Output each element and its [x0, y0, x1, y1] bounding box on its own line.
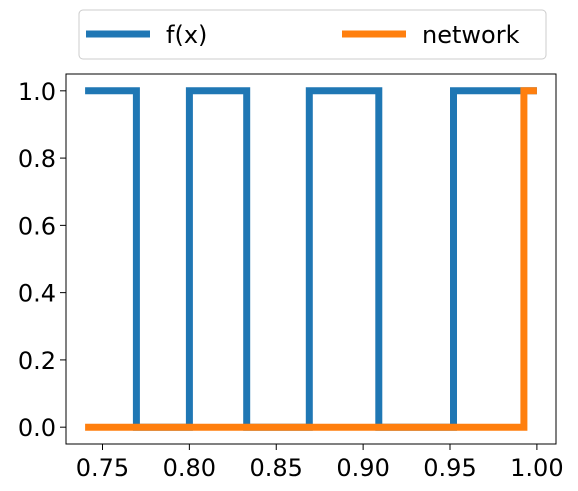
- x-tick-label: 0.75: [76, 454, 129, 482]
- series-line-0: [85, 91, 537, 427]
- plot-area: [66, 74, 556, 444]
- y-tick-label: 0.8: [18, 145, 56, 173]
- series-layer: [85, 91, 537, 427]
- x-tick-label: 1.00: [510, 454, 563, 482]
- y-tick-label: 0.4: [18, 280, 56, 308]
- y-tick-label: 0.6: [18, 212, 56, 240]
- y-tick-label: 0.0: [18, 414, 56, 442]
- legend: f(x) network: [79, 10, 546, 59]
- y-tick-label: 0.2: [18, 347, 56, 375]
- y-tick-label: 1.0: [18, 78, 56, 106]
- legend-label-1: network: [422, 21, 520, 49]
- x-tick-label: 0.95: [423, 454, 476, 482]
- x-axis: 0.75 0.80 0.85 0.90 0.95 1.00: [76, 444, 564, 482]
- y-axis: 0.0 0.2 0.4 0.6 0.8 1.0: [18, 78, 66, 442]
- x-tick-label: 0.85: [250, 454, 303, 482]
- x-tick-label: 0.80: [163, 454, 216, 482]
- x-tick-label: 0.90: [336, 454, 389, 482]
- legend-label-0: f(x): [166, 21, 207, 49]
